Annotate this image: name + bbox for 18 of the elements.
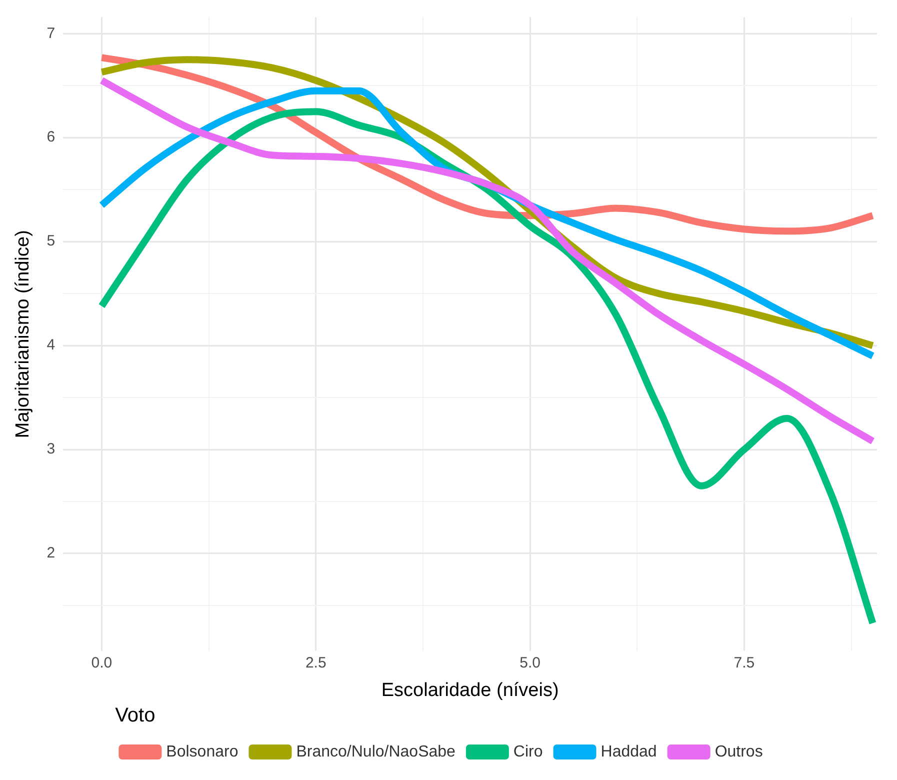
- legend-label: Haddad: [600, 743, 657, 760]
- x-tick-label: 5.0: [520, 654, 540, 672]
- legend-title: Voto: [115, 704, 156, 727]
- legend-label: Branco/Nulo/NaoSabe: [296, 743, 456, 760]
- legend-label: Outros: [714, 743, 763, 760]
- y-tick-label: 6: [46, 128, 56, 146]
- y-tick-label: 2: [46, 544, 56, 562]
- y-tick-label: 3: [46, 440, 56, 458]
- y-axis-title: Majoritarianismo (índice): [12, 230, 34, 438]
- legend-label: Ciro: [513, 743, 543, 760]
- y-tick-label: 7: [46, 24, 56, 42]
- x-tick-label: 2.5: [305, 654, 326, 672]
- x-tick-label: 7.5: [734, 654, 755, 672]
- y-tick-label: 4: [46, 336, 56, 354]
- y-tick-label: 5: [46, 232, 56, 250]
- x-tick-label: 0.0: [91, 654, 112, 672]
- legend-label: Bolsonaro: [166, 743, 238, 760]
- x-axis-title: Escolaridade (níveis): [381, 680, 559, 701]
